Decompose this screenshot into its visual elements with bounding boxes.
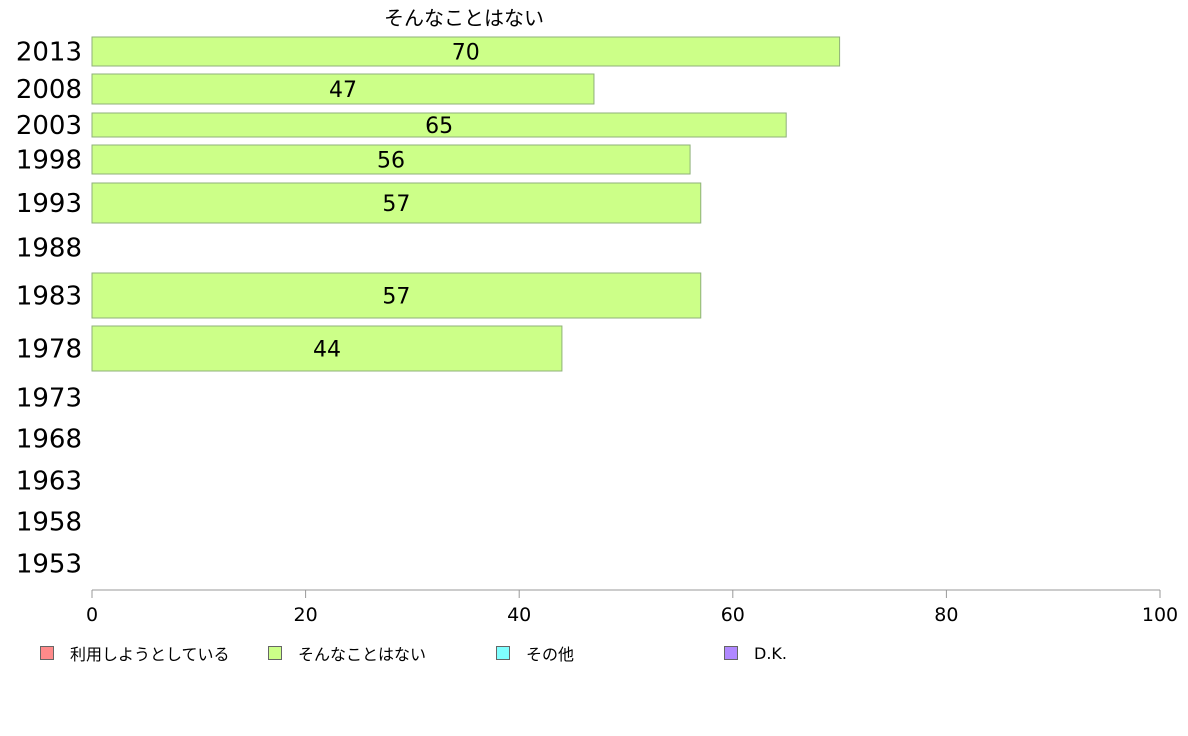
category-label: 1993 bbox=[16, 189, 82, 219]
bar-value-label: 70 bbox=[452, 41, 480, 66]
category-label: 2003 bbox=[16, 111, 82, 141]
legend-label: D.K. bbox=[754, 643, 787, 663]
legend-swatch bbox=[724, 646, 738, 660]
bar-value-labels: 70 47 65 56 57 57 44 bbox=[313, 41, 480, 363]
legend-label: 利用しようとしている bbox=[70, 645, 230, 664]
category-label: 1998 bbox=[16, 146, 82, 176]
bar-value-label: 65 bbox=[425, 114, 453, 139]
legend-label: その他 bbox=[526, 645, 575, 664]
bar bbox=[91, 325, 563, 372]
x-tick-label: 60 bbox=[721, 604, 745, 626]
x-tick-label: 40 bbox=[507, 604, 531, 626]
bar-value-label: 47 bbox=[329, 78, 357, 103]
bar bbox=[91, 36, 841, 67]
legend-swatch bbox=[40, 646, 54, 660]
bar bbox=[91, 73, 595, 105]
legend-swatch bbox=[496, 646, 510, 660]
x-axis: 0 20 40 60 80 100 bbox=[86, 589, 1178, 626]
category-label: 2008 bbox=[16, 75, 82, 105]
category-label: 1968 bbox=[16, 425, 82, 455]
x-tick-label: 100 bbox=[1142, 604, 1178, 626]
legend-item: 利用しようとしている bbox=[40, 640, 230, 666]
bar bbox=[91, 112, 787, 138]
category-label: 1973 bbox=[16, 384, 82, 414]
chart-title: そんなことはない bbox=[384, 6, 544, 30]
bar-value-label: 56 bbox=[377, 149, 405, 174]
bar-value-label: 57 bbox=[382, 192, 410, 217]
legend-label: そんなことはない bbox=[298, 645, 427, 664]
bar bbox=[91, 144, 691, 175]
legend-item: その他 bbox=[496, 640, 574, 666]
legend-item: D.K. bbox=[724, 640, 787, 666]
bar bbox=[91, 182, 702, 224]
bars bbox=[91, 36, 841, 372]
bar-value-label: 57 bbox=[382, 285, 410, 310]
legend: 利用しようとしている そんなことはない その他 D.K. bbox=[0, 640, 1188, 668]
legend-item: そんなことはない bbox=[268, 640, 426, 666]
bar-value-label: 44 bbox=[313, 338, 341, 363]
category-label: 1978 bbox=[16, 335, 82, 365]
bar bbox=[91, 272, 702, 319]
x-tick-label: 80 bbox=[934, 604, 958, 626]
chart: そんなことはない 2013 2008 2003 1998 1993 1988 1983 197… bbox=[16, 6, 1178, 626]
category-labels: 2013 2008 2003 1998 1993 1988 1983 1978 1973 1968… bbox=[16, 38, 82, 580]
category-label: 2013 bbox=[16, 38, 82, 68]
category-label: 1983 bbox=[16, 282, 82, 312]
x-tick-label: 20 bbox=[294, 604, 318, 626]
category-label: 1958 bbox=[16, 508, 82, 538]
category-label: 1988 bbox=[16, 234, 82, 264]
legend-swatch bbox=[268, 646, 282, 660]
category-label: 1953 bbox=[16, 550, 82, 580]
x-tick-label: 0 bbox=[86, 604, 98, 626]
category-label: 1963 bbox=[16, 467, 82, 497]
